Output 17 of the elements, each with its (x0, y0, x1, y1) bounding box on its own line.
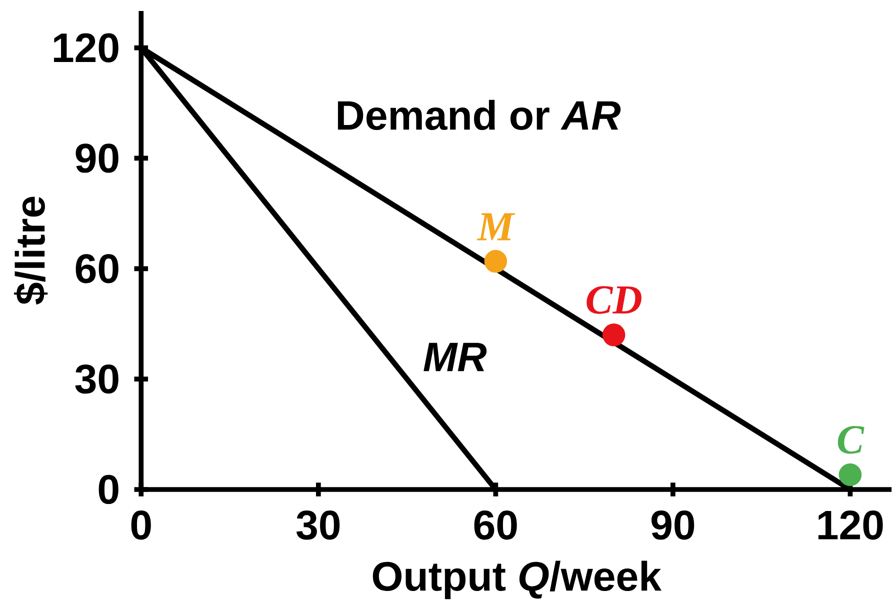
annotation: M (476, 213, 516, 240)
series-label: MR (424, 342, 487, 372)
y-tick-label: 0 (98, 475, 118, 504)
x-tick-label: 90 (652, 510, 694, 540)
series-label: Demand or AR (338, 100, 621, 130)
x-tick-label: 0 (131, 510, 151, 540)
annotation: CD (586, 286, 642, 314)
x-tick-label: 60 (474, 510, 517, 540)
x-tick-label: 120 (818, 510, 883, 540)
annotation: C (838, 426, 864, 454)
x-tick-label: 30 (296, 510, 340, 540)
x-axis-title: Output Q/week (372, 560, 662, 600)
y-tick-label: 120 (54, 33, 118, 63)
y-tick-label: 90 (76, 144, 118, 173)
y-axis-title: $/litre (14, 196, 48, 305)
y-tick-label: 60 (76, 254, 118, 284)
y-tick-label: 30 (75, 364, 118, 394)
